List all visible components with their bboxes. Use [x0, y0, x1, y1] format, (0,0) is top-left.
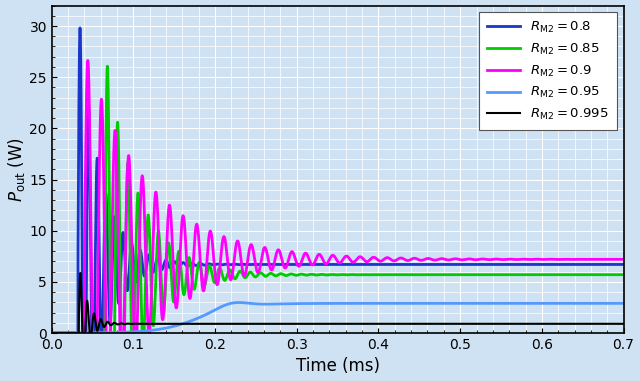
$R_{\mathrm{M2}} = 0.8$ [387, 262, 394, 267]
Line: $R_{\mathrm{M2}} = 0.95$: $R_{\mathrm{M2}} = 0.95$ [52, 303, 623, 333]
$R_{\mathrm{M2}} = 0.995$ [77, 271, 84, 275]
$R_{\mathrm{M2}} = 0.95$ [472, 301, 479, 306]
$R_{\mathrm{M2}} = 0.85$ [48, 331, 56, 335]
$R_{\mathrm{M2}} = 0.9$ [472, 258, 479, 262]
$R_{\mathrm{M2}} = 0.8$ [255, 262, 262, 267]
$R_{\mathrm{M2}} = 0.85$ [472, 272, 479, 277]
$R_{\mathrm{M2}} = 0.8$ [48, 331, 56, 335]
Line: $R_{\mathrm{M2}} = 0.85$: $R_{\mathrm{M2}} = 0.85$ [52, 66, 623, 333]
$R_{\mathrm{M2}} = 0.995$ [472, 322, 479, 326]
$R_{\mathrm{M2}} = 0.85$ [412, 272, 419, 277]
$R_{\mathrm{M2}} = 0.8$ [412, 262, 419, 267]
$R_{\mathrm{M2}} = 0.95$ [48, 331, 56, 335]
$R_{\mathrm{M2}} = 0.9$ [502, 257, 510, 262]
$R_{\mathrm{M2}} = 0.85$ [77, 331, 84, 335]
Line: $R_{\mathrm{M2}} = 0.8$: $R_{\mathrm{M2}} = 0.8$ [52, 28, 623, 333]
$R_{\mathrm{M2}} = 0.995$ [502, 322, 510, 326]
$R_{\mathrm{M2}} = 0.8$ [77, 48, 84, 53]
$R_{\mathrm{M2}} = 0.995$ [620, 322, 627, 326]
$R_{\mathrm{M2}} = 0.8$ [620, 262, 627, 267]
$R_{\mathrm{M2}} = 0.9$ [48, 331, 56, 335]
$R_{\mathrm{M2}} = 0.8$ [502, 262, 510, 267]
$R_{\mathrm{M2}} = 0.8$ [76, 26, 84, 30]
$R_{\mathrm{M2}} = 0.95$ [235, 300, 243, 305]
$R_{\mathrm{M2}} = 0.85$ [502, 272, 510, 277]
$R_{\mathrm{M2}} = 0.995$ [48, 331, 56, 335]
$R_{\mathrm{M2}} = 0.9$ [412, 256, 419, 261]
Line: $R_{\mathrm{M2}} = 0.995$: $R_{\mathrm{M2}} = 0.995$ [52, 273, 623, 333]
$R_{\mathrm{M2}} = 0.95$ [77, 331, 84, 335]
$R_{\mathrm{M2}} = 0.995$ [255, 322, 262, 326]
$R_{\mathrm{M2}} = 0.95$ [255, 302, 262, 306]
Legend: $R_{\mathrm{M2}} = 0.8$, $R_{\mathrm{M2}} = 0.85$, $R_{\mathrm{M2}} = 0.9$, $R_{: $R_{\mathrm{M2}} = 0.8$, $R_{\mathrm{M2}… [479, 12, 617, 130]
Y-axis label: $P_{\mathrm{out}}$ (W): $P_{\mathrm{out}}$ (W) [6, 137, 26, 202]
$R_{\mathrm{M2}} = 0.9$ [387, 257, 394, 261]
$R_{\mathrm{M2}} = 0.9$ [620, 257, 627, 262]
$R_{\mathrm{M2}} = 0.85$ [255, 271, 262, 276]
$R_{\mathrm{M2}} = 0.95$ [620, 301, 627, 306]
$R_{\mathrm{M2}} = 0.995$ [412, 322, 419, 326]
Line: $R_{\mathrm{M2}} = 0.9$: $R_{\mathrm{M2}} = 0.9$ [52, 61, 623, 333]
$R_{\mathrm{M2}} = 0.95$ [502, 301, 510, 306]
$R_{\mathrm{M2}} = 0.85$ [387, 272, 394, 277]
$R_{\mathrm{M2}} = 0.95$ [412, 301, 419, 306]
$R_{\mathrm{M2}} = 0.9$ [255, 269, 262, 274]
$R_{\mathrm{M2}} = 0.9$ [77, 331, 84, 335]
$R_{\mathrm{M2}} = 0.995$ [77, 272, 84, 277]
$R_{\mathrm{M2}} = 0.95$ [387, 301, 394, 306]
$R_{\mathrm{M2}} = 0.85$ [104, 64, 111, 69]
$R_{\mathrm{M2}} = 0.995$ [387, 322, 394, 326]
$R_{\mathrm{M2}} = 0.85$ [620, 272, 627, 277]
$R_{\mathrm{M2}} = 0.8$ [472, 262, 479, 267]
X-axis label: Time (ms): Time (ms) [296, 357, 380, 375]
$R_{\mathrm{M2}} = 0.9$ [84, 58, 92, 63]
